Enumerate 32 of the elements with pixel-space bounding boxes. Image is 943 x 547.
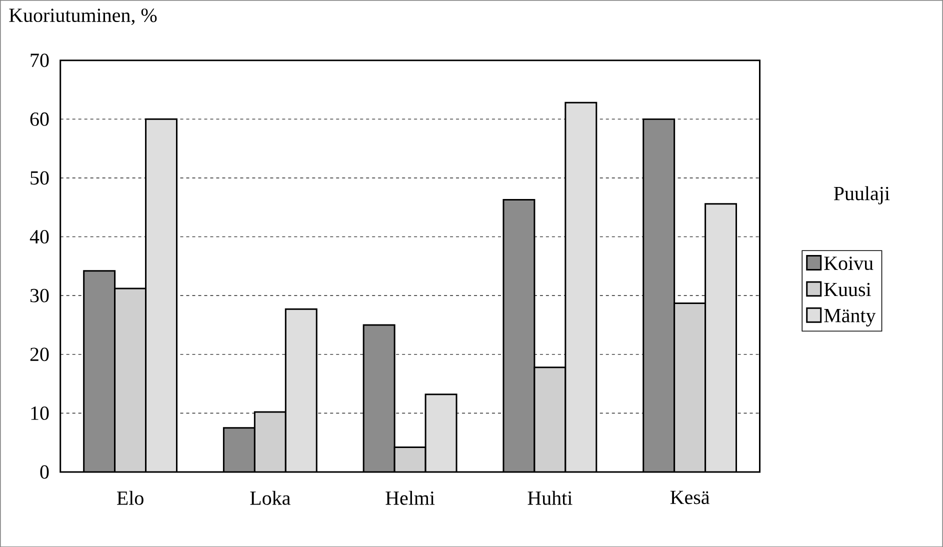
y-tick-label: 30 bbox=[30, 288, 49, 302]
y-tick-label: 20 bbox=[30, 347, 49, 361]
bar bbox=[704, 202, 738, 472]
bar bbox=[364, 324, 395, 472]
y-tick-label: 10 bbox=[31, 406, 49, 420]
legend-title: Puulaji bbox=[834, 186, 890, 204]
y-tick-label: 40 bbox=[30, 230, 49, 244]
bar bbox=[503, 200, 534, 472]
bar bbox=[565, 102, 596, 472]
x-tick-label: Huhti bbox=[528, 490, 572, 505]
legend-label: Kuusi bbox=[824, 282, 871, 296]
x-tick-label: Kesä bbox=[670, 490, 710, 504]
bar bbox=[114, 288, 146, 472]
x-tick-label: Helmi bbox=[386, 490, 435, 505]
y-tick-label: 50 bbox=[30, 171, 49, 185]
bar bbox=[534, 367, 566, 472]
y-tick-label: 60 bbox=[30, 112, 49, 126]
x-tick-label: Loka bbox=[250, 490, 290, 505]
bar bbox=[254, 412, 286, 472]
bar bbox=[224, 428, 255, 472]
y-tick-label: 0 bbox=[40, 465, 49, 479]
legend-label: Mänty bbox=[824, 308, 876, 326]
y-axis-title: Kuoriutuminen, % bbox=[9, 8, 157, 25]
bar bbox=[286, 308, 317, 472]
bar bbox=[426, 394, 457, 472]
bar bbox=[84, 270, 115, 472]
x-tick-label: Elo bbox=[117, 490, 144, 505]
bar bbox=[674, 302, 706, 472]
bar bbox=[642, 118, 676, 472]
legend-label: Koivu bbox=[824, 256, 874, 270]
bar bbox=[146, 118, 177, 472]
y-tick-label: 70 bbox=[30, 53, 49, 67]
